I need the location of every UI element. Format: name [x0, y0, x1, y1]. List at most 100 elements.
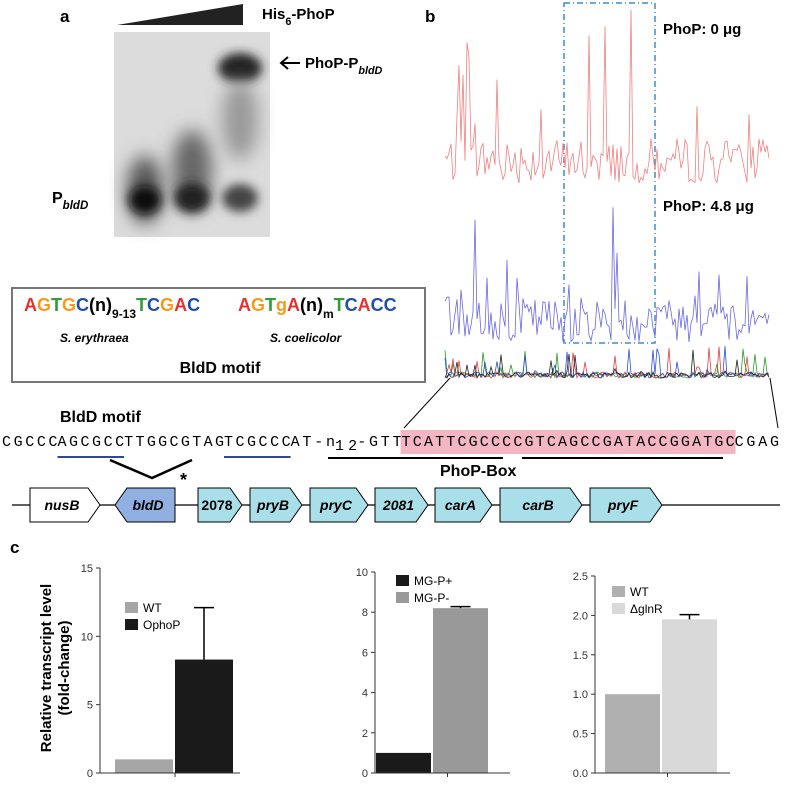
gene-label: pryF: [607, 497, 639, 513]
species: S. erythraea: [60, 331, 129, 345]
motif-box: [11, 287, 426, 383]
y-tick-label: 6: [362, 647, 368, 659]
protein-label-part: His: [262, 6, 285, 23]
panel-label: b: [425, 7, 435, 26]
legend-label: WT: [143, 601, 162, 615]
legend-swatch: [125, 619, 138, 630]
gene: [499, 487, 583, 523]
probe-label-part: P: [52, 190, 63, 207]
gene: [374, 487, 429, 523]
error-bar: [194, 606, 214, 660]
legend-label: OphoP: [143, 618, 180, 632]
chromatogram-label: PhoP: 4.8 μg: [663, 198, 754, 215]
y-axis-label-line: (fold-change): [56, 621, 73, 716]
motif-spacer: (n): [300, 295, 323, 315]
motif-title: BldD motif: [180, 360, 262, 377]
gene: [589, 487, 663, 523]
gene-label: pryC: [319, 497, 353, 513]
y-tick-label: 0.5: [573, 729, 588, 741]
phop-box-highlight: [400, 430, 736, 454]
y-tick-label: 10: [356, 567, 368, 579]
phop-box-label: PhoP-Box: [440, 463, 517, 480]
motif-prefix: AGTGC: [24, 295, 89, 315]
motif: AGTgA(n)mTCACC: [238, 295, 397, 321]
gene-label: carA: [445, 497, 476, 513]
y-tick-label: 15: [81, 563, 93, 575]
zoom-line: [769, 377, 779, 429]
arrow-head: [279, 56, 289, 70]
y-tick-label: 0.0: [573, 768, 588, 780]
y-axis-label-line: Relative transcript level: [38, 584, 55, 752]
y-tick-label: 4: [362, 688, 368, 700]
gradient-wedge: [117, 4, 243, 25]
star: *: [180, 470, 187, 490]
gene: [249, 487, 303, 523]
motif: AGTGC(n)9-13TCGAC: [24, 295, 200, 321]
error-bar: [450, 605, 471, 609]
probe-label-part: bldD: [63, 200, 89, 212]
bar: [433, 608, 488, 773]
selection-box: [563, 2, 656, 344]
gene: [197, 487, 243, 523]
chromatogram-label: PhoP: 0 μg: [663, 21, 741, 38]
motif-spacer-count: m: [323, 307, 334, 321]
legend-swatch: [612, 603, 625, 614]
gene-label: 2081: [382, 497, 414, 513]
protein-label-part: -PhoP: [291, 6, 334, 23]
motif-suffix: TCGAC: [136, 295, 200, 315]
sequence-part: TCGCCC: [224, 434, 291, 451]
protein-label-part: 6: [285, 16, 291, 28]
y-tick-label: 1.0: [573, 689, 588, 701]
bar: [605, 694, 660, 773]
sequence-part: 12: [335, 438, 357, 455]
gene-label: 2078: [201, 497, 232, 513]
error-bar: [679, 613, 700, 620]
y-tick-label: 0: [362, 768, 368, 780]
legend-swatch: [125, 602, 138, 613]
gene-label: pryB: [256, 497, 289, 513]
y-tick-label: 2: [362, 728, 368, 740]
sequence-part: AT-n: [291, 434, 335, 451]
y-tick-label: 2.5: [573, 571, 588, 583]
sequence: CGCCC AGCGCC TTGGCGTAG TCGCCC AT-n 12 -GTT TCAT…: [2, 430, 779, 459]
legend-swatch: [396, 592, 409, 603]
motif-spacer: (n): [89, 295, 112, 315]
panel-label: c: [10, 538, 19, 557]
sequence-part: CGCCC: [2, 434, 58, 451]
legend-label: ΔglnR: [630, 602, 663, 616]
complex-label-part: PhoP-P: [305, 55, 358, 72]
gene: [309, 487, 369, 523]
y-axis-label: Relative transcript level(fold-change): [38, 584, 73, 752]
legend-label: WT: [630, 585, 649, 599]
zoom-line: [403, 377, 451, 429]
bar: [662, 619, 717, 773]
legend-label: MG-P-: [414, 591, 449, 605]
sequence-motif-label: BldD motif: [60, 409, 142, 426]
complex-label: PhoP-PbldD: [305, 55, 383, 77]
protein-label: His6-PhoP: [262, 6, 335, 28]
bar: [175, 659, 233, 773]
legend-swatch: [396, 575, 409, 586]
gene-label: carB: [522, 497, 553, 513]
gene: [434, 487, 493, 523]
sequence-part: AGCGCC: [58, 434, 125, 451]
insertion-mark: [109, 458, 193, 480]
sequence-part: -GTT: [357, 434, 401, 451]
gene-label: bldD: [132, 497, 163, 513]
trace: [444, 349, 770, 380]
gene: [29, 487, 101, 523]
y-tick-label: 8: [362, 607, 368, 619]
trace: [444, 207, 770, 343]
y-tick-label: 0: [87, 768, 93, 780]
species: S. coelicolor: [270, 331, 343, 345]
gene: [114, 487, 176, 523]
trace: [444, 9, 770, 184]
motif-prefix: AGTgA: [238, 295, 300, 315]
sequence-part: CGAG: [735, 434, 779, 451]
motif-spacer-count: 9-13: [112, 307, 136, 321]
bar: [376, 752, 431, 773]
panel-label: a: [60, 7, 70, 26]
y-tick-label: 1.5: [573, 650, 588, 662]
